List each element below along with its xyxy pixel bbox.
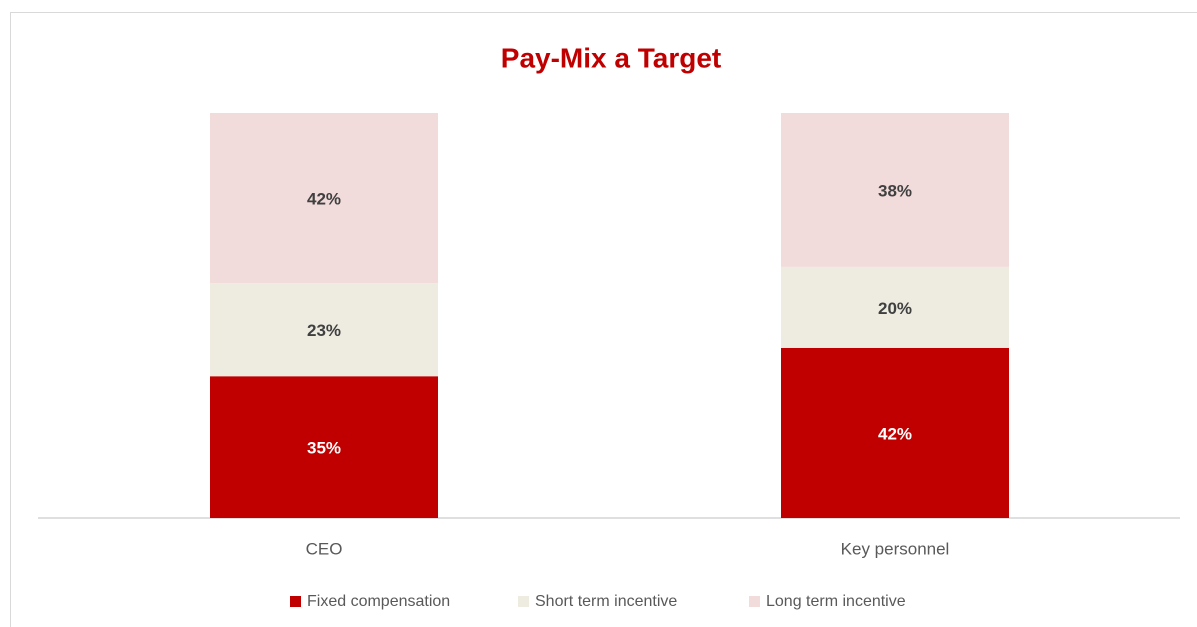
legend-label: Long term incentive <box>766 593 906 610</box>
bar-segment <box>781 113 1009 267</box>
bar-segment <box>210 376 438 518</box>
data-label: 42% <box>878 424 912 443</box>
legend-label: Fixed compensation <box>307 593 450 610</box>
legend-swatch <box>518 596 529 607</box>
legend-swatch <box>290 596 301 607</box>
data-label: 38% <box>878 181 912 200</box>
bar-segment <box>210 113 438 284</box>
x-tick-label: Key personnel <box>841 539 950 558</box>
data-label: 35% <box>307 439 341 458</box>
chart-frame <box>10 12 1197 627</box>
bar-segment <box>781 266 1009 348</box>
chart-title: Pay-Mix a Target <box>501 42 721 73</box>
data-label: 20% <box>878 299 912 318</box>
x-tick-label: CEO <box>306 539 343 558</box>
legend-label: Short term incentive <box>535 593 677 610</box>
data-label: 42% <box>307 190 341 209</box>
bar-segment <box>781 347 1009 518</box>
bar-segment <box>210 283 438 377</box>
data-label: 23% <box>307 321 341 340</box>
legend-swatch <box>749 596 760 607</box>
